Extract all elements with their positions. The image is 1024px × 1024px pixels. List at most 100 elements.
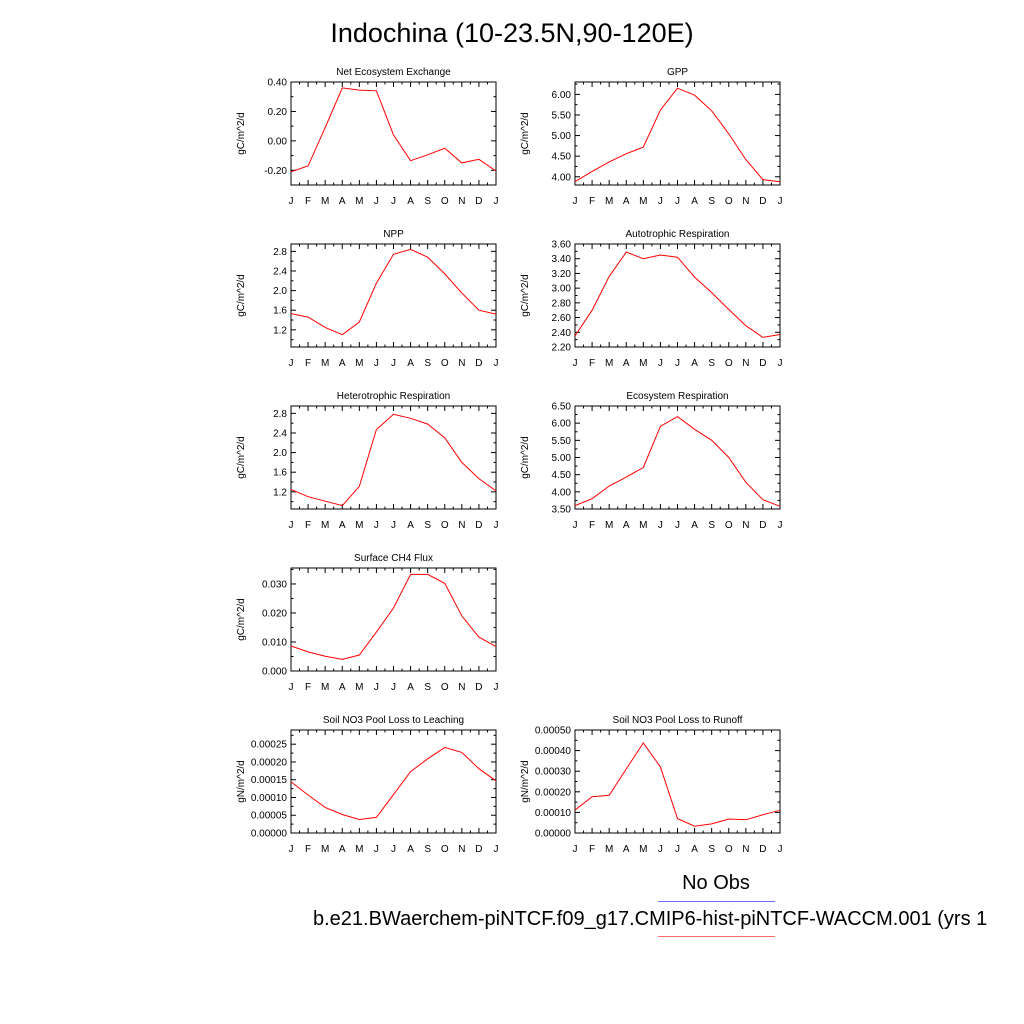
x-tick-label: O: [441, 358, 449, 369]
x-tick-label: J: [494, 196, 499, 207]
plot-frame: [290, 81, 497, 186]
x-tick-label: J: [494, 520, 499, 531]
x-tick-label: J: [374, 196, 379, 207]
x-tick-label: M: [355, 682, 363, 693]
x-tick-label: J: [778, 196, 783, 207]
x-tick-label: O: [725, 844, 733, 855]
x-tick-label: M: [639, 358, 647, 369]
x-tick-label: J: [675, 358, 680, 369]
x-tick-label: A: [623, 844, 630, 855]
x-tick-label: A: [407, 682, 414, 693]
y-tick-label: 1.2: [273, 487, 287, 498]
x-tick-label: J: [374, 844, 379, 855]
page-title: Indochina (10-23.5N,90-120E): [330, 18, 694, 48]
x-tick-label: M: [355, 844, 363, 855]
x-tick-label: J: [573, 196, 578, 207]
x-tick-label: M: [605, 520, 613, 531]
y-tick-label: 2.8: [273, 409, 287, 420]
x-tick-label: A: [407, 520, 414, 531]
x-tick-label: J: [289, 196, 294, 207]
x-tick-label: O: [441, 196, 449, 207]
x-tick-label: J: [658, 520, 663, 531]
y-tick-label: 2.0: [273, 286, 287, 297]
x-tick-label: J: [391, 844, 396, 855]
y-tick-label: 0.00025: [251, 740, 288, 751]
y-tick-label: 0.00020: [251, 757, 288, 768]
y-tick-label: 0.00030: [535, 767, 572, 778]
x-tick-label: J: [374, 358, 379, 369]
x-tick-label: J: [675, 196, 680, 207]
x-tick-label: M: [639, 520, 647, 531]
x-tick-label: A: [691, 358, 698, 369]
y-tick-label: -0.20: [264, 166, 287, 177]
panel-title: Ecosystem Respiration: [626, 391, 728, 402]
x-tick-label: O: [725, 520, 733, 531]
y-tick-label: 4.00: [552, 172, 572, 183]
y-tick-label: 0.00010: [251, 793, 288, 804]
y-tick-label: 3.60: [552, 240, 572, 251]
x-tick-label: N: [742, 844, 749, 855]
x-tick-label: M: [355, 358, 363, 369]
x-tick-label: M: [639, 844, 647, 855]
x-tick-label: J: [494, 358, 499, 369]
x-tick-label: F: [305, 682, 311, 693]
y-tick-label: 5.00: [552, 131, 572, 142]
x-tick-label: M: [639, 196, 647, 207]
x-tick-label: A: [623, 358, 630, 369]
y-tick-label: 0.00005: [251, 811, 288, 822]
plot-frame: [290, 729, 497, 834]
x-tick-label: F: [305, 196, 311, 207]
y-tick-label: 3.20: [552, 269, 572, 280]
x-tick-label: D: [475, 196, 482, 207]
y-tick-label: 0.00: [268, 136, 288, 147]
y-tick-label: 0.00015: [251, 775, 288, 786]
x-tick-label: D: [759, 520, 766, 531]
y-tick-label: 0.030: [262, 579, 287, 590]
x-tick-label: J: [778, 520, 783, 531]
x-tick-label: N: [742, 196, 749, 207]
x-tick-label: A: [339, 358, 346, 369]
y-tick-label: 4.50: [552, 470, 572, 481]
x-tick-label: N: [458, 844, 465, 855]
x-tick-label: D: [475, 520, 482, 531]
y-tick-label: 0.000: [262, 667, 287, 678]
y-tick-label: 2.80: [552, 298, 572, 309]
y-axis-label: gC/m^2/d: [236, 274, 247, 317]
x-tick-label: S: [708, 196, 715, 207]
x-tick-label: F: [305, 844, 311, 855]
x-tick-label: M: [605, 358, 613, 369]
legend-obs-line: [658, 901, 775, 902]
x-tick-label: M: [605, 844, 613, 855]
x-tick-label: D: [475, 844, 482, 855]
x-tick-label: S: [424, 358, 431, 369]
x-tick-label: A: [623, 196, 630, 207]
x-tick-label: O: [725, 196, 733, 207]
panel-title: Surface CH4 Flux: [354, 553, 433, 564]
x-tick-label: M: [321, 520, 329, 531]
x-tick-label: J: [391, 196, 396, 207]
x-tick-label: O: [725, 358, 733, 369]
y-tick-label: 0.010: [262, 637, 287, 648]
y-tick-label: 1.2: [273, 325, 287, 336]
y-tick-label: 5.50: [552, 436, 572, 447]
x-tick-label: J: [778, 844, 783, 855]
y-axis-label: gC/m^2/d: [520, 436, 531, 479]
x-tick-label: J: [675, 844, 680, 855]
x-tick-label: D: [759, 358, 766, 369]
x-tick-label: J: [289, 520, 294, 531]
x-tick-label: N: [458, 682, 465, 693]
x-tick-label: F: [305, 520, 311, 531]
x-tick-label: S: [424, 196, 431, 207]
x-tick-label: S: [424, 844, 431, 855]
y-tick-label: 2.4: [273, 428, 287, 439]
series-line: [290, 248, 497, 336]
x-tick-label: J: [573, 844, 578, 855]
y-tick-label: 0.20: [268, 107, 288, 118]
y-axis-label: gC/m^2/d: [520, 274, 531, 317]
